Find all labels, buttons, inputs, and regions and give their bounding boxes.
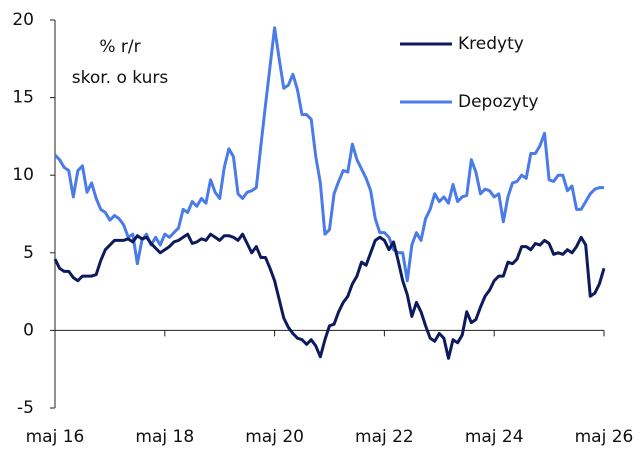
x-tick-label: maj 20 [245, 427, 304, 447]
data-line [53, 232, 606, 360]
y-tick-label: -5 [17, 398, 34, 418]
legend-label: Depozyty [458, 92, 538, 112]
x-tick-label: maj 22 [355, 427, 414, 447]
data-line [53, 26, 604, 283]
y-tick-label: 10 [12, 165, 34, 185]
x-tick-label: maj 18 [135, 427, 194, 447]
y-tick-label: 0 [23, 320, 34, 340]
x-tick-label: maj 24 [465, 427, 524, 447]
x-tick-label: maj 16 [26, 427, 85, 447]
y-tick-label: 20 [12, 10, 34, 30]
y-tick-label: 5 [23, 243, 34, 263]
legend-label: Kredyty [458, 34, 524, 54]
annotation: % r/r [99, 37, 140, 57]
y-tick-label: 15 [12, 88, 34, 108]
annotation: skor. o kurs [72, 68, 169, 88]
x-tick-label: maj 26 [575, 427, 634, 447]
